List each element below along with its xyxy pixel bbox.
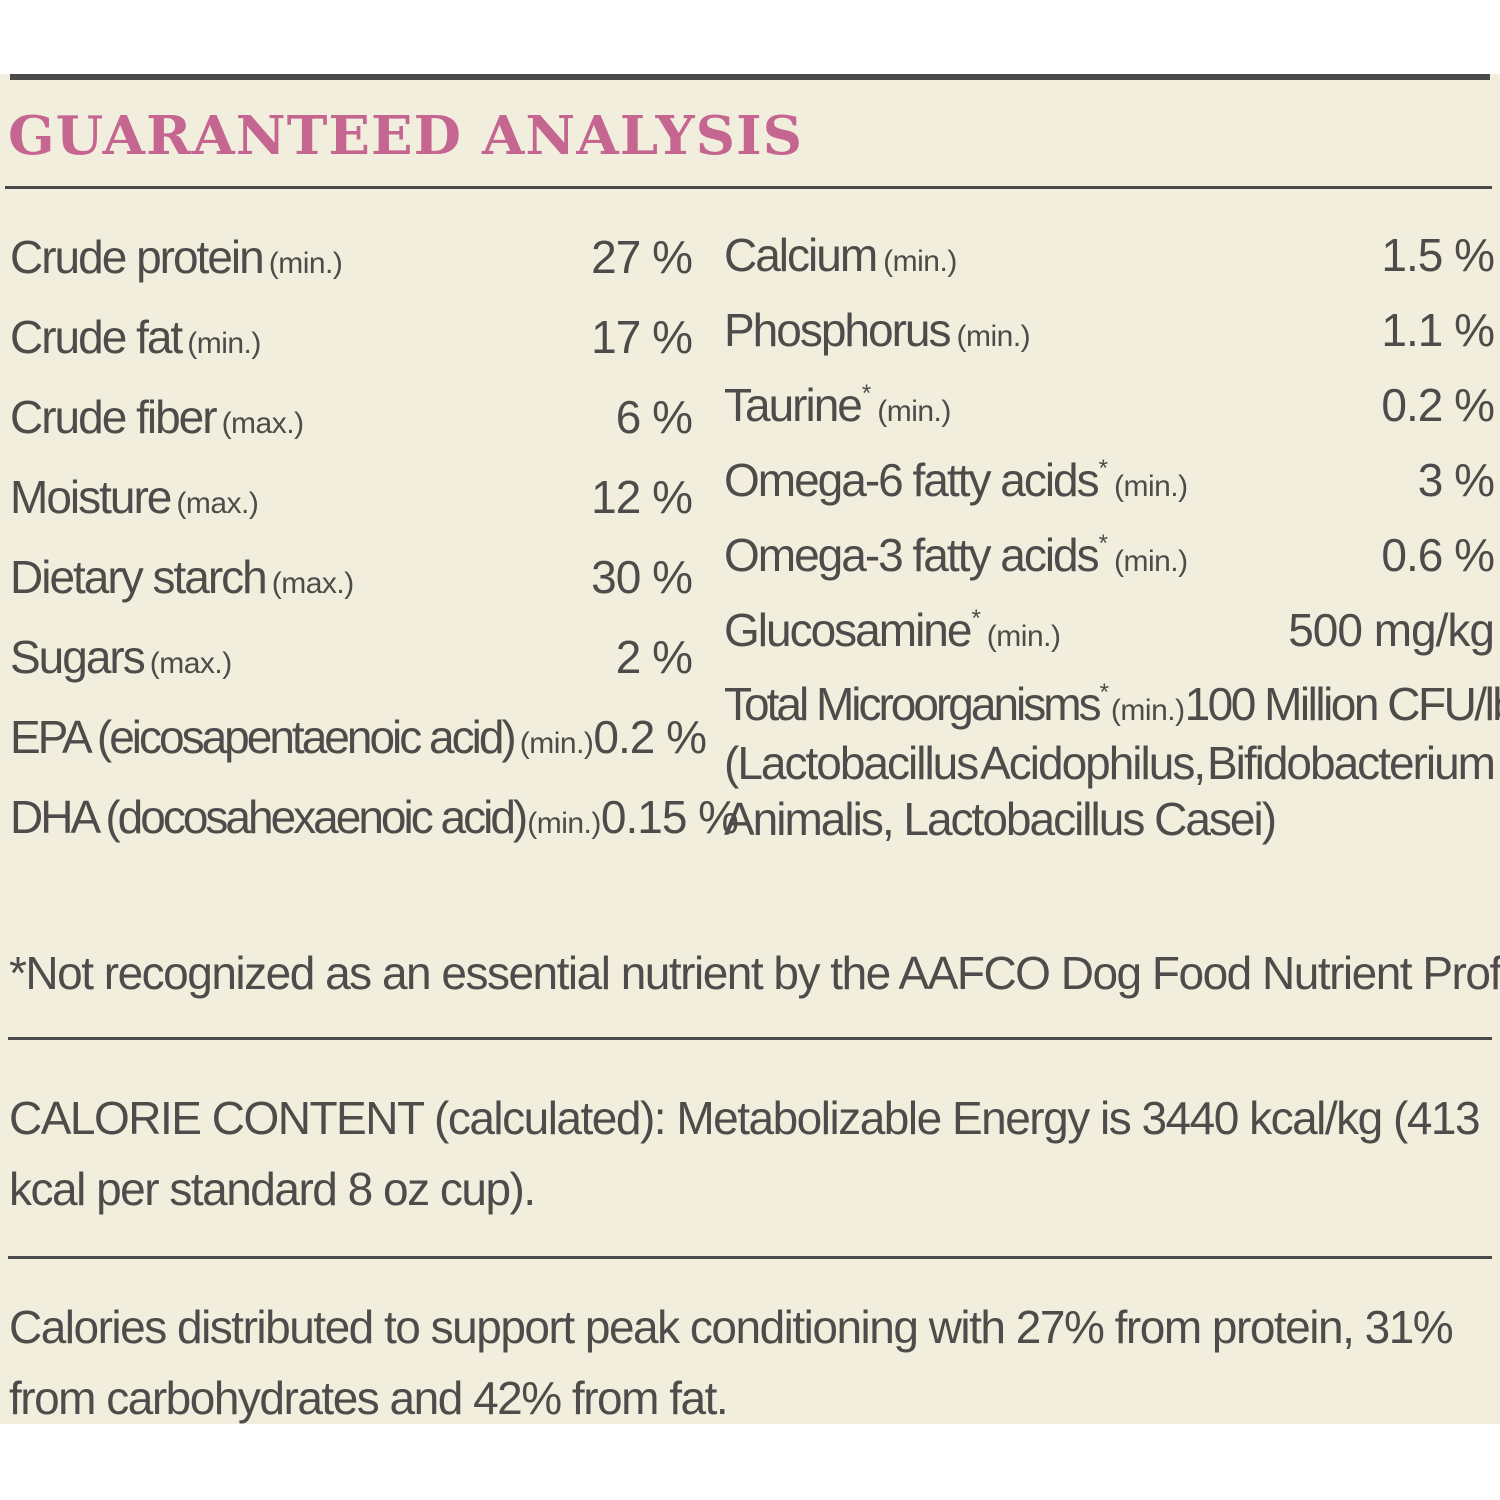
nutrient-value: 0.6 % [1381, 529, 1495, 581]
nutrient-qualifier: (min.) [519, 727, 594, 760]
title-rule [5, 186, 1492, 189]
nutrient-value: 27 % [591, 231, 693, 283]
nutrient-row: DHA (docosahexaenoic acid)(min.) 0.15 % [10, 782, 739, 852]
microorganisms-detail-line: Animalis, Lactobacillus Casei) [724, 790, 1494, 848]
nutrient-qualifier: (min.) [883, 245, 957, 278]
nutrient-row: Sugars (max.) 2 % [10, 622, 693, 692]
microorganism-name: Bifidobacterium [1206, 737, 1496, 789]
nutrient-value: 2 % [615, 631, 693, 683]
nutrient-name: Dietary starch [10, 551, 268, 603]
microorganism-name: Acidophilus, [980, 737, 1206, 789]
nutrient-row: Phosphorus (min.) 1.1 % [724, 295, 1495, 365]
nutrient-value: 12 % [591, 471, 693, 523]
nutrient-name: Sugars [10, 631, 146, 683]
nutrient-qualifier: (max.) [221, 407, 305, 440]
nutrient-value: 17 % [591, 311, 693, 363]
calorie-distribution: Calories distributed to support peak con… [9, 1301, 1454, 1424]
nutrient-name: Crude fiber [10, 391, 218, 443]
nutrient-value: 1.5 % [1381, 229, 1495, 281]
nutrient-qualifier: (min.) [956, 320, 1031, 353]
nutrient-name: Crude fat [10, 311, 183, 363]
asterisk-marker: * [971, 605, 981, 632]
nutrient-qualifier: (min.) [187, 327, 261, 360]
nutrient-row: Omega-6 fatty acids*(min.) 3 % [724, 445, 1495, 515]
asterisk-marker: * [1098, 455, 1108, 482]
nutrient-value: 500 mg/kg [1288, 604, 1495, 656]
nutrient-name: Omega-6 fatty acids [724, 454, 1100, 506]
microorganism-name: Animalis, Lactobacillus Casei) [724, 793, 1277, 845]
nutrient-row: Dietary starch (max.) 30 % [10, 542, 693, 612]
nutrient-qualifier: (max.) [271, 567, 355, 600]
nutrient-qualifier: (max.) [149, 647, 233, 680]
guaranteed-analysis-panel [0, 74, 1500, 1424]
nutrient-row: Calcium (min.) 1.5 % [724, 220, 1495, 290]
nutrient-qualifier: (min.) [1113, 545, 1188, 578]
nutrient-qualifier: (max.) [176, 487, 259, 520]
calorie-content: CALORIE CONTENT (calculated): Metaboliza… [9, 1092, 1481, 1215]
asterisk-marker: * [861, 380, 872, 407]
nutrient-qualifier: (min.) [986, 620, 1061, 653]
nutrient-name: Total Microorganisms [724, 678, 1102, 730]
nutrient-value: 100 Million CFU/lb [1184, 678, 1500, 730]
nutrient-name: Calcium [724, 229, 878, 281]
section-title: GUARANTEED ANALYSIS [8, 105, 804, 167]
nutrient-value: 30 % [591, 551, 693, 603]
nutrient-row: Crude fat (min.) 17 % [10, 302, 693, 372]
nutrient-row: EPA (eicosapentaenoic acid) (min.) 0.2 % [10, 702, 707, 772]
nutrient-row: Glucosamine*(min.) 500 mg/kg [724, 595, 1495, 665]
top-rule [10, 74, 1490, 80]
nutrient-name: EPA (eicosapentaenoic acid) [10, 711, 517, 763]
nutrient-name: Phosphorus [724, 304, 951, 356]
nutrient-qualifier: (min.) [1110, 694, 1185, 727]
asterisk-marker: * [1099, 679, 1109, 706]
nutrient-name: DHA (docosahexaenoic acid) [10, 791, 528, 843]
calorie-rule [8, 1256, 1492, 1259]
nutrient-name: Crude protein [10, 231, 265, 283]
asterisk-marker: * [1098, 530, 1108, 557]
microorganism-name: (Lactobacillus [724, 737, 979, 789]
nutrient-row: Moisture (max.) 12 % [10, 462, 693, 532]
nutrient-name: Moisture [10, 471, 172, 523]
nutrient-value: 1.1 % [1381, 304, 1495, 356]
nutrient-value: 6 % [615, 391, 693, 443]
nutrient-row: Crude protein (min.) 27 % [10, 222, 693, 292]
nutrient-row: Crude fiber (max.) 6 % [10, 382, 693, 452]
nutrient-qualifier: (min.) [1113, 470, 1188, 503]
nutrient-value: 3 % [1417, 454, 1495, 506]
nutrient-name: Omega-3 fatty acids [724, 529, 1100, 581]
nutrient-value: 0.2 % [593, 711, 707, 763]
nutrient-qualifier: (min.) [877, 395, 951, 428]
nutrient-value: 0.2 % [1381, 379, 1495, 431]
nutrient-qualifier: (min.) [527, 807, 601, 840]
nutrient-qualifier: (min.) [268, 247, 343, 280]
nutrient-name: Taurine [724, 379, 863, 431]
nutrient-row: Taurine*(min.) 0.2 % [724, 370, 1495, 440]
footnote: *Not recognized as an essential nutrient… [9, 947, 1500, 999]
footnote-rule [8, 1037, 1492, 1040]
nutrient-row: Total Microorganisms*(min.) 100 Million … [724, 669, 1500, 739]
nutrient-value: 0.15 % [600, 791, 739, 843]
nutrient-name: Glucosamine [724, 604, 972, 656]
nutrient-row: Omega-3 fatty acids*(min.) 0.6 % [724, 520, 1495, 590]
microorganisms-detail-line: (Lactobacillus Acidophilus, Bifidobacter… [724, 734, 1496, 792]
